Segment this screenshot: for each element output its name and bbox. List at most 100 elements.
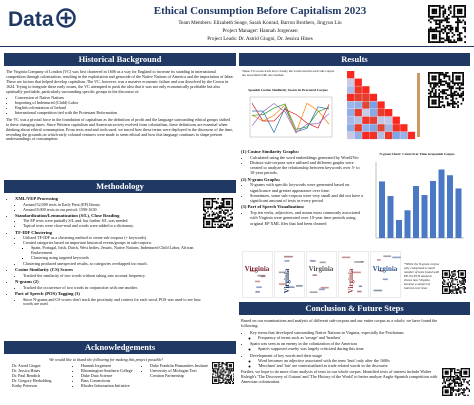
qr-cell [442, 388, 444, 390]
qr-cell [468, 389, 470, 391]
qr-cell [435, 33, 438, 36]
qr-cell [216, 364, 218, 366]
qr-cell [444, 370, 447, 373]
qr-cell [445, 292, 447, 294]
qr-cell [446, 101, 449, 103]
qr-cell [450, 388, 452, 390]
cloud-filler [320, 286, 329, 289]
qr-cell [227, 362, 229, 364]
qr-cell [464, 372, 467, 374]
qr-cell [456, 8, 459, 11]
qr-cell [221, 362, 223, 364]
qr-cell [205, 198, 208, 200]
qr-cell [230, 374, 232, 376]
plot-line [251, 103, 330, 130]
qr-cell [444, 39, 447, 42]
qr-cell [461, 287, 463, 289]
qr-cell [446, 84, 449, 86]
qr-cell [434, 106, 437, 108]
graph-title: (1) Cosine Similarity Graphs: [241, 149, 300, 154]
qr-cell [460, 291, 462, 293]
qr-cell [447, 370, 449, 373]
qr-cell [428, 75, 430, 78]
qr-cell [438, 99, 441, 102]
heat-cell [392, 124, 400, 132]
qr-cell [447, 28, 450, 31]
qr-cell [228, 364, 230, 366]
qr-cell [445, 270, 447, 272]
qr-cell [448, 274, 451, 276]
qr-cell [434, 82, 437, 85]
qr-cell [464, 271, 466, 273]
qr-cell [451, 15, 454, 18]
qr-cell [222, 363, 224, 365]
qr-cell [220, 206, 222, 209]
qr-cell [452, 87, 454, 90]
qr-cell [450, 372, 452, 374]
step-title: N-grams (2) [15, 279, 39, 285]
line-figure [249, 96, 333, 138]
qr-cell [214, 200, 216, 203]
qr-cell [230, 209, 232, 211]
qr-cell [450, 85, 453, 88]
qr-cell [228, 369, 230, 371]
qr-cell [468, 368, 470, 370]
qr-cell [457, 94, 459, 97]
heat-cell [369, 131, 378, 140]
qr-cell [437, 5, 439, 7]
qr-cell [460, 72, 463, 74]
qr-cell [438, 97, 441, 100]
qr-cell [445, 273, 447, 275]
qr-cell [442, 376, 444, 378]
qr-cell [428, 15, 430, 18]
qr-cell [452, 94, 454, 97]
bullet-list: Frequency of terms such as 'savage' and … [250, 335, 439, 340]
qr-cell [449, 41, 452, 43]
qr-cell [230, 365, 232, 367]
cloud-filler [309, 260, 316, 262]
qr-cell [229, 372, 231, 374]
qr-cell [455, 288, 457, 290]
qr-cell [441, 92, 444, 95]
qr-cell [434, 72, 437, 74]
qr-cell [428, 30, 430, 33]
qr-cell [458, 35, 461, 38]
qr-cell [217, 218, 219, 220]
qr-cell [232, 373, 234, 375]
qr-cell [460, 102, 463, 105]
qr-cell [211, 199, 214, 201]
header: Data Ethical Consumption Before Capitali… [0, 0, 474, 47]
qr-cell [438, 21, 441, 24]
qr-cell [207, 215, 209, 217]
qr-cell [226, 369, 228, 371]
qr-cell [462, 392, 464, 394]
qr-cell [442, 382, 444, 385]
cloud-frame [306, 251, 337, 298]
qr-cell [457, 77, 459, 79]
qr-cell [441, 101, 444, 103]
qr-cell [434, 92, 437, 95]
qr-cell [444, 372, 447, 374]
bullet-list: Spain's supposed cruelty was largely cri… [250, 346, 439, 351]
qr-cell [442, 273, 444, 275]
qr-cell [218, 375, 220, 377]
qr-cell [224, 218, 226, 220]
qr-cell [215, 376, 217, 378]
qr-cell [225, 212, 228, 214]
qr-cell [451, 376, 453, 378]
qr-cell [462, 80, 464, 83]
qr-cell [230, 213, 232, 216]
cloud-filler [254, 280, 261, 283]
qr-cell [460, 15, 463, 18]
plot-frame [249, 96, 333, 138]
qr-cell [464, 5, 466, 7]
qr-cell [221, 199, 224, 201]
qr-cell [446, 380, 448, 382]
qr-cell [446, 104, 449, 107]
qr-cell [458, 33, 461, 36]
finding: Spain was seen as an enemy in the coloni… [250, 341, 439, 351]
qr-cell [219, 371, 221, 373]
qr-cell [458, 390, 460, 393]
qr-cell [436, 106, 439, 108]
qr-cell [210, 198, 212, 200]
